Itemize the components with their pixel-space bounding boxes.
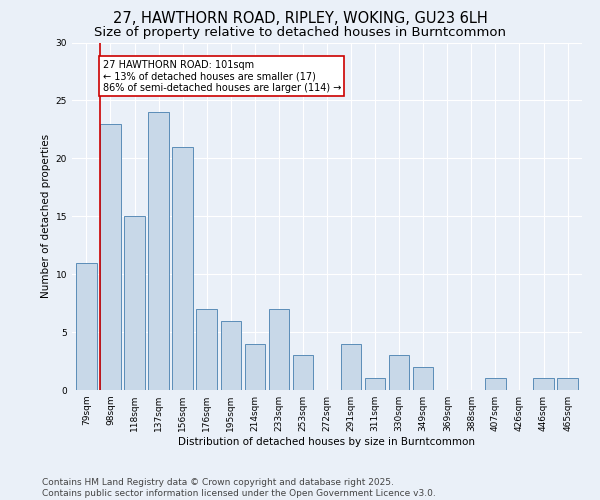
Bar: [365, 378, 385, 390]
Bar: [245, 344, 265, 390]
Text: Contains HM Land Registry data © Crown copyright and database right 2025.
Contai: Contains HM Land Registry data © Crown c…: [42, 478, 436, 498]
Text: Size of property relative to detached houses in Burntcommon: Size of property relative to detached ho…: [94, 26, 506, 39]
Text: 27 HAWTHORN ROAD: 101sqm
← 13% of detached houses are smaller (17)
86% of semi-d: 27 HAWTHORN ROAD: 101sqm ← 13% of detach…: [103, 60, 341, 93]
X-axis label: Distribution of detached houses by size in Burntcommon: Distribution of detached houses by size …: [179, 437, 476, 447]
Bar: [557, 378, 578, 390]
Bar: [485, 378, 506, 390]
Y-axis label: Number of detached properties: Number of detached properties: [41, 134, 52, 298]
Bar: [172, 147, 193, 390]
Bar: [269, 309, 289, 390]
Bar: [76, 262, 97, 390]
Bar: [293, 355, 313, 390]
Bar: [100, 124, 121, 390]
Bar: [341, 344, 361, 390]
Bar: [124, 216, 145, 390]
Bar: [148, 112, 169, 390]
Bar: [413, 367, 433, 390]
Text: 27, HAWTHORN ROAD, RIPLEY, WOKING, GU23 6LH: 27, HAWTHORN ROAD, RIPLEY, WOKING, GU23 …: [113, 11, 487, 26]
Bar: [221, 320, 241, 390]
Bar: [389, 355, 409, 390]
Bar: [533, 378, 554, 390]
Bar: [196, 309, 217, 390]
